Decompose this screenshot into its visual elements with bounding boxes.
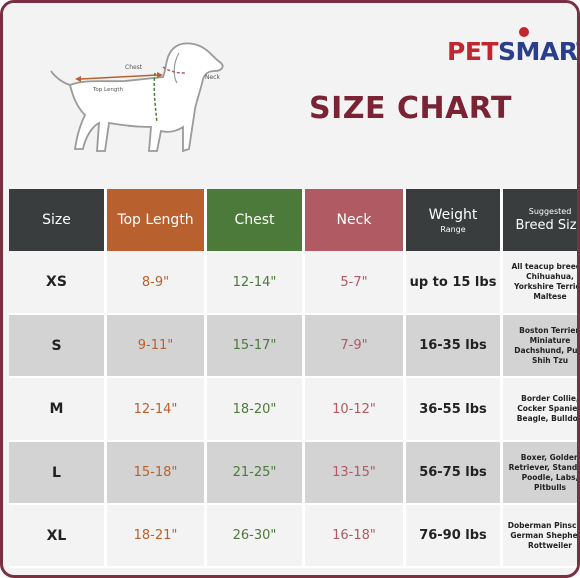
- cell-chest: 18-20": [207, 378, 302, 442]
- logo-dot-icon: [519, 27, 529, 37]
- size-table: Size Top Length Chest Neck Weight Range …: [9, 189, 580, 568]
- cell-chest: 15-17": [207, 315, 302, 378]
- cell-weight: 76-90 lbs: [406, 505, 500, 568]
- page-title: SIZE CHART: [309, 91, 513, 126]
- cell-top-length: 12-14": [107, 378, 204, 442]
- cell-breeds: Boston Terrier, Miniature Dachshund, Pug…: [503, 315, 577, 378]
- cell-top-length: 15-18": [107, 442, 204, 505]
- cell-size: L: [9, 442, 104, 505]
- logo-smart: SMART: [497, 37, 577, 66]
- cell-top-length: 8-9": [107, 251, 204, 315]
- cell-weight: 36-55 lbs: [406, 378, 500, 442]
- header-breed-label: Breed Size: [515, 218, 580, 233]
- dog-measurement-icon: Chest Neck Top Length: [50, 42, 224, 153]
- cell-neck: 13-15": [305, 442, 403, 505]
- cell-size: XL: [9, 505, 104, 568]
- header-chest: Chest: [207, 189, 302, 251]
- header-weight-label: Weight: [428, 206, 478, 223]
- cell-breeds: Doberman Pinscher, German Shepherd, Rott…: [503, 505, 577, 568]
- cell-top-length: 18-21": [107, 505, 204, 568]
- cell-chest: 12-14": [207, 251, 302, 315]
- header-breed: Suggested Breed Size: [503, 189, 580, 251]
- cell-breeds: Border Collie, Cocker Spaniel, Beagle, B…: [503, 378, 577, 442]
- cell-breeds: All teacup breeds, Chihuahua, Yorkshire …: [503, 251, 577, 315]
- header-neck: Neck: [305, 189, 403, 251]
- cell-neck: 5-7": [305, 251, 403, 315]
- petsmart-logo: PETSMART: [447, 37, 577, 66]
- cell-neck: 7-9": [305, 315, 403, 378]
- header-top-length: Top Length: [107, 189, 204, 251]
- cell-neck: 16-18": [305, 505, 403, 568]
- header-weight-sub: Range: [440, 224, 466, 234]
- cell-weight: 56-75 lbs: [406, 442, 500, 505]
- diagram-neck-label: Neck: [205, 74, 220, 81]
- header-size: Size: [9, 189, 104, 251]
- cell-chest: 21-25": [207, 442, 302, 505]
- diagram-top-length-label: Top Length: [92, 87, 124, 93]
- cell-neck: 10-12": [305, 378, 403, 442]
- chart-header-area: Chest Neck Top Length PETSMART SIZE CHAR…: [3, 3, 577, 189]
- cell-weight: 16-35 lbs: [406, 315, 500, 378]
- cell-breeds: Boxer, Golden Retriever, Standard Poodle…: [503, 442, 577, 505]
- logo-pet: PET: [447, 37, 498, 66]
- cell-weight: up to 15 lbs: [406, 251, 500, 315]
- cell-top-length: 9-11": [107, 315, 204, 378]
- diagram-chest-label: Chest: [125, 64, 143, 71]
- cell-chest: 26-30": [207, 505, 302, 568]
- cell-size: S: [9, 315, 104, 378]
- cell-size: M: [9, 378, 104, 442]
- header-breed-sub: Suggested: [528, 207, 572, 216]
- cell-size: XS: [9, 251, 104, 315]
- header-weight: Weight Range: [406, 189, 500, 251]
